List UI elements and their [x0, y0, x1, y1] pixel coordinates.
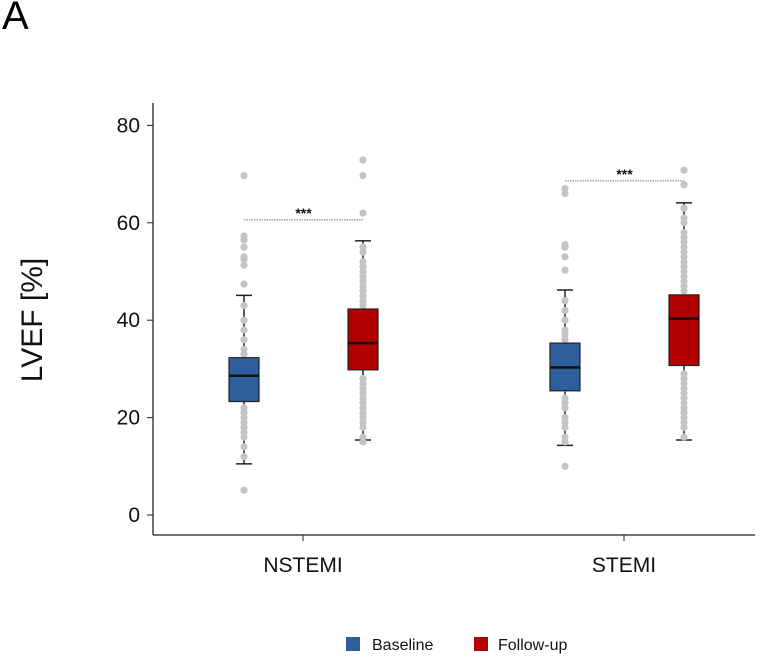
data-point: [240, 452, 248, 461]
data-point: [240, 316, 248, 324]
data-point: [680, 423, 688, 431]
data-point: [240, 336, 248, 344]
data-point: [359, 171, 367, 180]
data-point: [561, 438, 569, 446]
panel-label: A: [2, 0, 29, 38]
data-point: [240, 350, 248, 358]
y-tick-label: 40: [117, 309, 140, 332]
data-point: [561, 189, 569, 198]
x-tick-label: STEMI: [592, 554, 656, 577]
axes: 0 20 40 60 80 NSTEMI STEMI: [117, 103, 755, 577]
data-point: [561, 404, 569, 412]
box-baseline-stemi: [549, 185, 581, 470]
data-point: [359, 248, 367, 256]
legend: Baseline Follow-up: [346, 637, 567, 654]
data-point: [240, 326, 248, 334]
data-point: [680, 433, 688, 441]
data-point: [359, 156, 367, 164]
data-point: [680, 181, 688, 189]
data-point: [561, 462, 569, 470]
data-point: [240, 255, 248, 263]
data-point: [240, 486, 248, 494]
significance-label: ***: [295, 205, 312, 221]
box-baseline-nstemi: [228, 171, 260, 494]
legend-label-follow-up: Follow-up: [498, 637, 567, 654]
box: [228, 357, 260, 403]
data-point: [359, 438, 367, 446]
marks: *** ***: [228, 156, 700, 494]
data-point: [359, 301, 367, 310]
data-point: [561, 306, 569, 315]
legend-label-baseline: Baseline: [372, 637, 433, 654]
legend-swatch-baseline: [346, 637, 360, 651]
data-point: [561, 243, 569, 251]
y-axis-label: LVEF [%]: [16, 258, 49, 382]
data-point: [680, 204, 688, 212]
data-point: [359, 209, 367, 217]
data-point: [561, 336, 569, 344]
data-point: [680, 219, 688, 227]
x-tick-label: NSTEMI: [263, 554, 342, 577]
y-tick-label: 60: [117, 212, 140, 235]
box-follow-up-nstemi: [347, 156, 379, 446]
significance-label: ***: [616, 166, 633, 182]
data-point: [240, 243, 248, 251]
data-point: [240, 236, 248, 244]
data-point: [240, 301, 248, 310]
data-point: [359, 423, 367, 431]
data-point: [561, 253, 569, 261]
box: [347, 308, 379, 371]
legend-swatch-follow-up: [474, 637, 488, 651]
data-point: [680, 287, 688, 295]
y-tick-label: 20: [117, 407, 140, 430]
y-tick-label: 0: [128, 504, 140, 527]
data-point: [240, 261, 248, 269]
data-point: [240, 280, 248, 288]
y-tick-label: 80: [117, 114, 140, 137]
box: [668, 294, 700, 367]
data-point: [240, 171, 248, 180]
data-point: [680, 166, 688, 174]
data-point: [561, 266, 569, 274]
data-point: [561, 423, 569, 431]
data-point: [240, 433, 248, 441]
data-point: [561, 316, 569, 324]
box-follow-up-stemi: [668, 166, 700, 441]
data-point: [561, 297, 569, 305]
data-point: [240, 443, 248, 451]
